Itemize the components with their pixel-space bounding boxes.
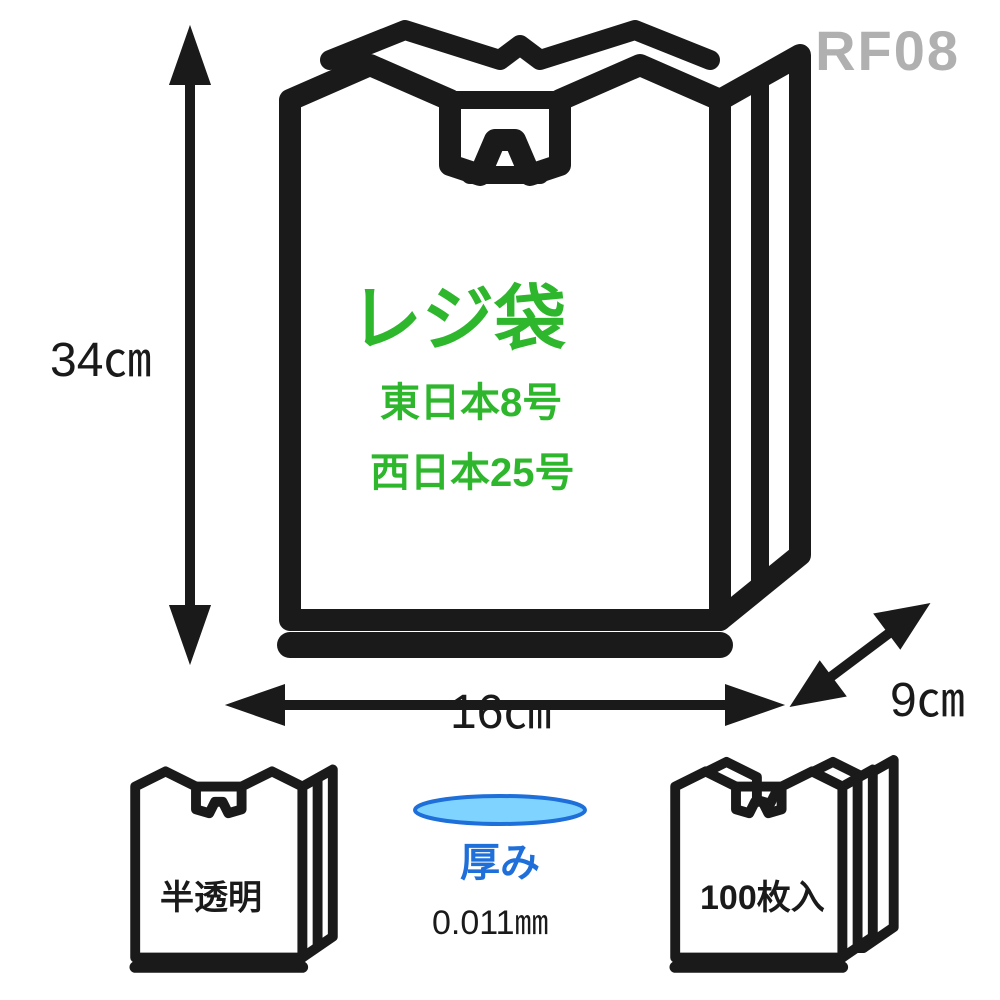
small-bag-left-icon [135,770,333,968]
bag-subtitle-1: 東日本8号 [380,370,562,428]
infographic-root: RF08 [0,0,1000,1000]
width-label: 16㎝ [450,672,551,742]
depth-label: 9㎝ [890,660,965,730]
right-small-bag-label: 100枚入 [700,870,825,919]
height-label: 34㎝ [50,320,151,390]
left-small-bag-label: 半透明 [160,870,262,919]
thickness-lens-icon [415,796,585,824]
bag-title: レジ袋 [350,260,566,365]
thickness-value: 0.011㎜ [432,895,549,944]
bag-subtitle-2: 西日本25号 [370,440,575,498]
small-bag-right-icon [675,760,894,967]
height-arrow [176,40,204,650]
thickness-title: 厚み [460,830,540,888]
